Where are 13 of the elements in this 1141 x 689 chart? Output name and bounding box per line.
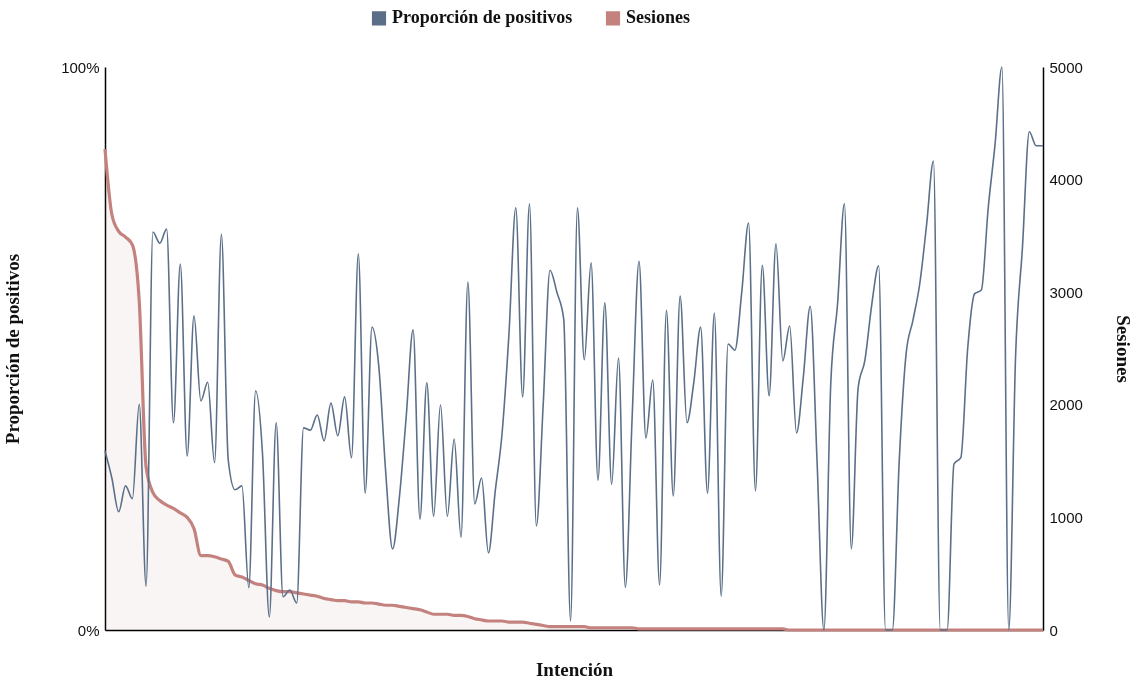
y-tick-label: 100% — [61, 58, 100, 76]
y2-tick-label: 2000 — [1049, 396, 1083, 414]
y2-tick-label: 1000 — [1049, 508, 1083, 526]
y-axis-title: Proporción de positivos — [2, 253, 24, 445]
y2-tick-label: 4000 — [1049, 171, 1083, 189]
y2-tick-label: 0 — [1049, 621, 1058, 639]
y-tick-label: 0% — [77, 621, 100, 639]
y2-axis-title: Sesiones — [1112, 315, 1134, 383]
y2-tick-label: 3000 — [1049, 283, 1083, 301]
legend-label: Proporción de positivos — [392, 7, 573, 28]
legend-label: Sesiones — [626, 7, 691, 28]
y2-tick-label: 5000 — [1049, 58, 1083, 76]
x-axis-title: Intención — [535, 658, 614, 680]
